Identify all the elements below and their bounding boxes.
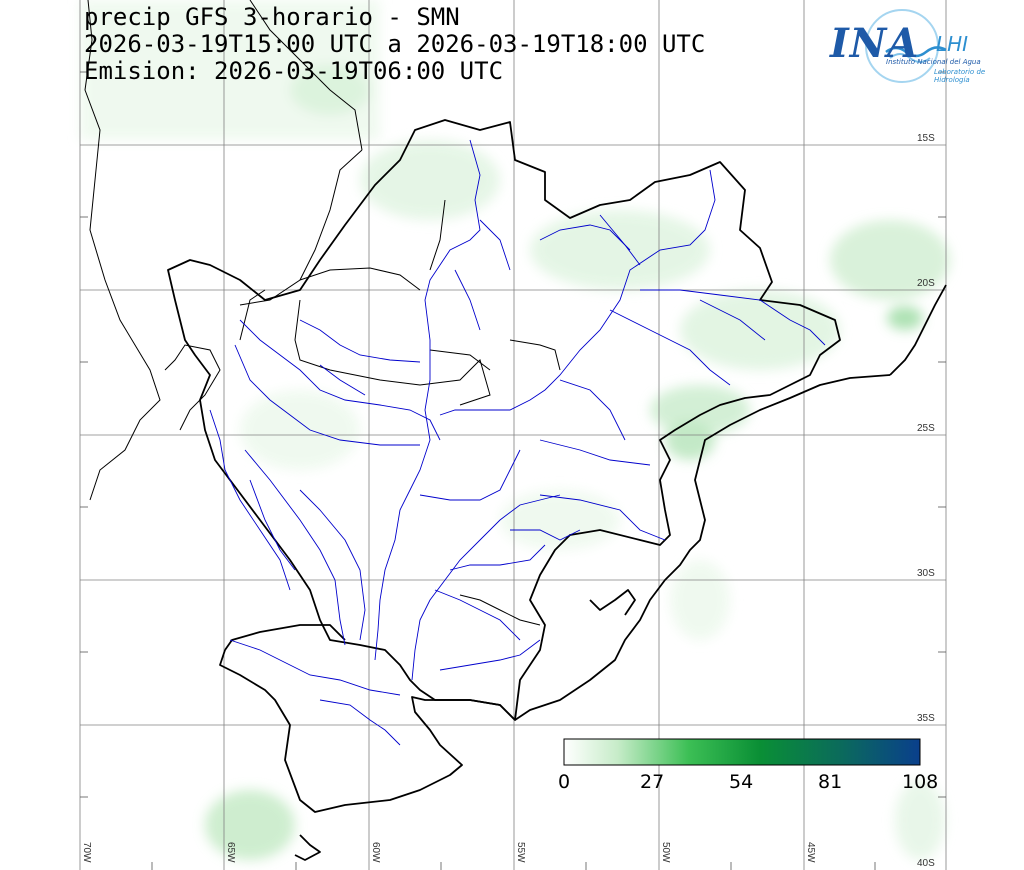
basin-boundary <box>167 119 841 721</box>
lat-label: 40S <box>917 858 935 869</box>
latitude-labels: 15S 20S 25S 30S 35S 40S <box>917 133 935 869</box>
lon-label: 65W <box>225 842 236 863</box>
issue-time: Emision: 2026-03-19T06:00 UTC <box>84 57 504 85</box>
logo-subtitle-lab: Laboratorio de Hidrología <box>934 68 986 84</box>
lat-label: 30S <box>917 568 935 579</box>
lat-label: 20S <box>917 278 935 289</box>
lon-label: 50W <box>660 842 671 863</box>
valid-period: 2026-03-19T15:00 UTC a 2026-03-19T18:00 … <box>84 30 706 58</box>
lon-label: 55W <box>515 842 526 863</box>
colorbar: 0 27 54 81 108 <box>558 738 938 793</box>
lat-label: 25S <box>917 423 935 434</box>
colorbar-tick-label: 0 <box>558 771 570 793</box>
map-title: precip GFS 3-horario - SMN <box>84 3 460 31</box>
colorbar-tick-label: 81 <box>818 771 842 793</box>
colorbar-tick-label: 108 <box>902 771 938 793</box>
colorbar-gradient <box>563 738 921 766</box>
tick-marks <box>80 71 946 870</box>
longitude-labels: 70W 65W 60W 55W 50W 45W <box>81 842 816 863</box>
country-borders <box>84 0 561 626</box>
logo-ina-text: INA <box>830 20 920 67</box>
rivers <box>209 139 826 746</box>
ina-logo: INA LHI Instituto Nacional del Agua Labo… <box>824 6 1020 86</box>
coastline <box>219 284 947 861</box>
wave-icon <box>865 9 947 83</box>
precipitation-field <box>80 0 950 860</box>
logo-subtitle: Instituto Nacional del Agua <box>886 58 981 66</box>
lon-label: 60W <box>370 842 381 863</box>
lon-label: 45W <box>805 842 816 863</box>
colorbar-tick-label: 27 <box>640 771 664 793</box>
lat-label: 35S <box>917 713 935 724</box>
lon-label: 70W <box>81 842 92 863</box>
logo-lhi-text: LHI <box>936 32 969 56</box>
lat-label: 15S <box>917 133 935 144</box>
graticule <box>79 0 947 870</box>
colorbar-tick-label: 54 <box>729 771 753 793</box>
